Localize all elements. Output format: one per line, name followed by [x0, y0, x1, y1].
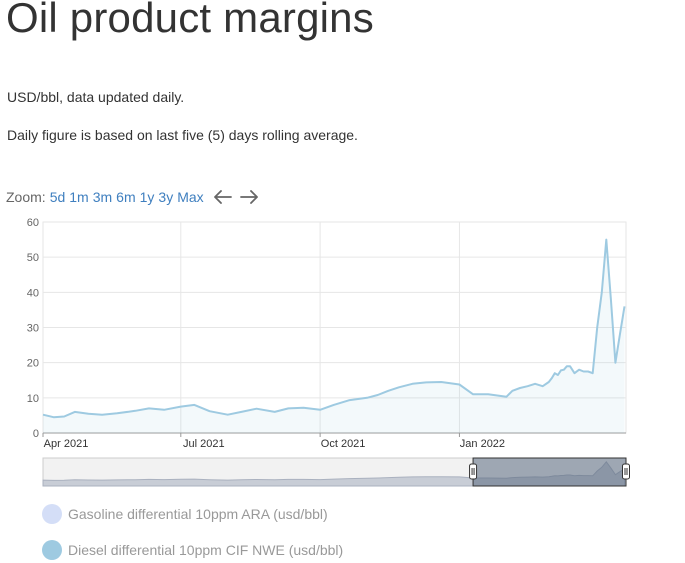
zoom-3m-button[interactable]: 3m [92, 189, 113, 205]
legend-2: Diesel differential 10ppm CIF NWE (usd/b… [42, 539, 343, 561]
navigator-handle [469, 463, 478, 480]
legend-dot-gasoline [42, 504, 62, 524]
zoom-bar: Zoom: 5d 1m 3m 6m 1y 3y Max [6, 187, 260, 207]
diesel-area [43, 239, 625, 433]
y-tick-label: 30 [27, 323, 39, 335]
y-tick-label: 40 [27, 287, 39, 299]
page-title: Oil product margins [6, 0, 374, 41]
arrow-right-icon[interactable] [238, 187, 260, 207]
zoom-1m-button[interactable]: 1m [69, 189, 89, 205]
rolling-average-note: Daily figure is based on last five (5) d… [7, 127, 358, 143]
navigator-selection [472, 457, 627, 487]
zoom-label: Zoom: [6, 189, 46, 205]
y-tick-label: 0 [33, 428, 39, 440]
legend-label-diesel: Diesel differential 10ppm CIF NWE (usd/b… [68, 542, 344, 558]
zoom-6m-button[interactable]: 6m [116, 189, 136, 205]
x-tick-label: Apr 2021 [44, 438, 89, 450]
y-tick-label: 50 [27, 252, 39, 264]
arrow-left-icon[interactable] [212, 187, 234, 207]
legend-label-gasoline: Gasoline differential 10ppm ARA (usd/bbl… [68, 506, 328, 522]
legend: Gasoline differential 10ppm ARA (usd/bbl… [42, 503, 328, 525]
navigator-handle [622, 463, 630, 480]
unit-description: USD/bbl, data updated daily. [7, 89, 185, 105]
zoom-5d-button[interactable]: 5d [49, 189, 66, 205]
margins-chart: 0 10 20 30 40 50 60 Apr 2021 Jul 2021 Oct 2021 Jan… [27, 217, 630, 487]
diesel-line [42, 238, 626, 419]
y-tick-label: 60 [27, 217, 39, 229]
zoom-max-button[interactable]: Max [177, 189, 204, 205]
zoom-1y-button[interactable]: 1y [139, 189, 155, 205]
x-tick-label: Jan 2022 [460, 438, 505, 450]
legend-dot-diesel [42, 540, 62, 560]
x-tick-label: Jul 2021 [183, 438, 225, 450]
legend-item-gasoline[interactable]: Gasoline differential 10ppm ARA (usd/bbl… [42, 503, 328, 525]
y-tick-label: 20 [27, 358, 39, 370]
x-tick-label: Oct 2021 [321, 438, 366, 450]
y-tick-label: 10 [27, 393, 39, 405]
legend-item-diesel[interactable]: Diesel differential 10ppm CIF NWE (usd/b… [42, 539, 343, 561]
zoom-3y-button[interactable]: 3y [158, 189, 174, 205]
